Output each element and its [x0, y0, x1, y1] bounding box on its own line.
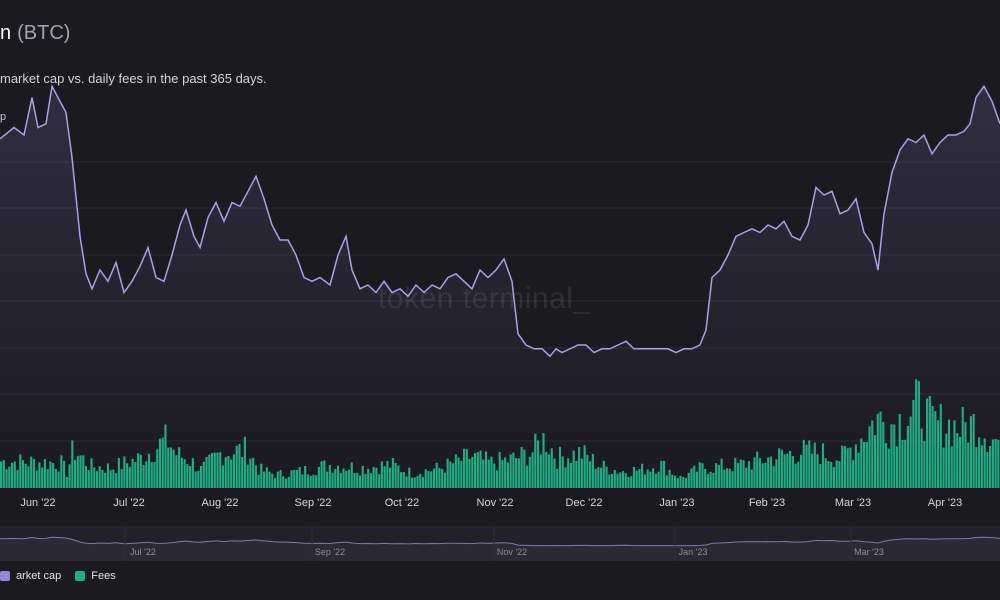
chart-title: n (BTC) [0, 22, 70, 45]
x-tick-label: Dec '22 [566, 497, 603, 509]
x-tick-label: Feb '23 [749, 497, 785, 509]
navigator-tick-label: Sep '22 [315, 547, 345, 557]
chart-subtitle: market cap vs. daily fees in the past 36… [0, 71, 267, 86]
title-ticker: (BTC) [17, 22, 71, 44]
navigator-area [0, 537, 1000, 561]
navigator-tick-label: Jan '23 [679, 547, 708, 557]
x-tick-label: Jan '23 [659, 497, 694, 509]
navigator-background [0, 527, 1000, 561]
legend: arket cap Fees [0, 570, 130, 582]
market-cap-line [0, 83, 1000, 358]
x-tick-label: Sep '22 [295, 497, 332, 509]
navigator-tick-label: Jul '22 [130, 547, 156, 557]
x-tick-label: Apr '23 [928, 497, 963, 509]
y-axis-label: p [0, 111, 7, 123]
legend-item-fees[interactable]: Fees [75, 570, 116, 582]
legend-label-market-cap: arket cap [16, 570, 62, 582]
fees-swatch-icon [75, 571, 86, 581]
navigator-line [0, 536, 1000, 547]
x-tick-label: Jun '22 [20, 497, 55, 509]
watermark: token terminal_ [378, 282, 591, 315]
title-name: n [0, 22, 12, 44]
navigator-tick-label: Nov '22 [497, 547, 527, 557]
x-tick-label: Aug '22 [202, 497, 239, 509]
market-cap-area [0, 86, 1000, 489]
legend-label-fees: Fees [91, 570, 116, 582]
market-cap-swatch-icon [0, 571, 10, 581]
x-tick-label: Mar '23 [835, 497, 871, 509]
navigator-tick-label: Mar '23 [854, 547, 884, 557]
x-tick-label: Oct '22 [385, 497, 420, 509]
legend-item-market-cap[interactable]: arket cap [0, 570, 61, 582]
x-tick-label: Jul '22 [113, 497, 144, 509]
x-tick-label: Nov '22 [477, 497, 514, 509]
